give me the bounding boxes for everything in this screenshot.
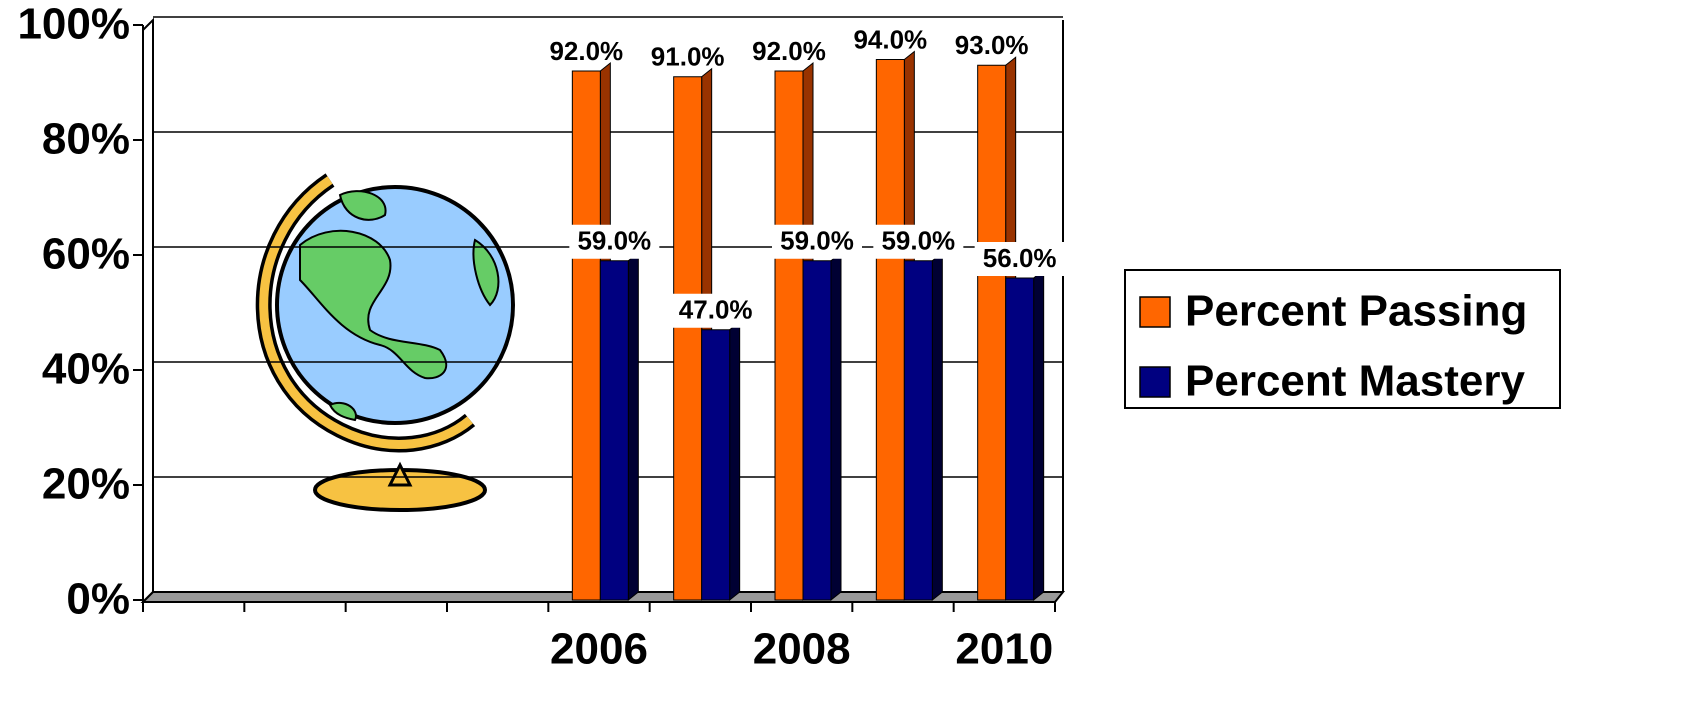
data-label: 91.0% [651,42,725,72]
legend-label: Percent Passing [1185,287,1527,336]
x-tick-label: 2006 [550,625,648,674]
bar-side [1033,268,1045,602]
bar-side [931,251,943,602]
y-tick-label: 80% [42,115,130,164]
globe-illustration [255,173,515,512]
bar [673,76,703,601]
data-label: 59.0% [881,226,955,256]
data-label: 56.0% [983,243,1057,273]
data-label: 47.0% [679,295,753,325]
data-label: 92.0% [752,36,826,66]
label-background [974,242,1065,276]
y-tick-label: 40% [42,345,130,394]
bar-side [830,251,842,602]
bar [903,260,933,601]
data-label: 59.0% [577,226,651,256]
side-wall [142,17,154,605]
x-tick-label: 2008 [753,625,851,674]
label-background [772,224,862,259]
data-label: 94.0% [853,24,927,54]
y-tick-label: 60% [42,230,130,279]
data-label: 92.0% [549,36,623,66]
label-background [670,293,761,328]
x-tick-label: 2010 [955,625,1053,674]
bar [701,329,731,601]
bar [774,70,804,601]
legend-swatch [1139,366,1171,398]
legend-swatch [1139,296,1171,328]
bar [875,59,905,601]
bar-side [729,320,741,602]
bar [571,70,601,601]
y-tick-label: 0% [66,575,130,624]
legend [1124,269,1561,409]
data-label: 59.0% [780,226,854,256]
bar [802,260,832,601]
y-tick-label: 100% [17,0,130,49]
y-tick-label: 20% [42,460,130,509]
legend-label: Percent Mastery [1185,357,1525,406]
label-background [569,224,660,259]
bar [599,260,629,601]
bar-side [627,251,639,602]
bar [1005,277,1035,601]
label-background [873,224,964,259]
bar [977,64,1007,601]
data-label: 93.0% [955,30,1029,60]
